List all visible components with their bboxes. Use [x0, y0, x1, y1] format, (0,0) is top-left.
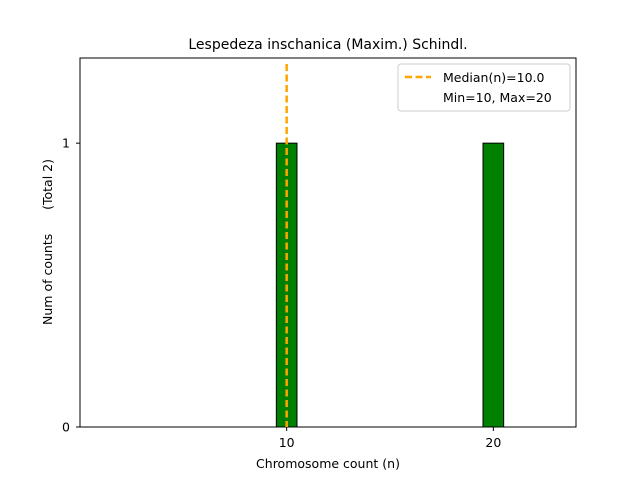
legend-box — [397, 63, 571, 112]
x-axis-ticks: 10 20 — [279, 427, 501, 450]
bar — [482, 142, 505, 428]
y-axis-ticks: 01 — [62, 136, 80, 435]
x-axis-label: Chromosome count (n) — [256, 456, 400, 471]
legend-range-label: Min=10, Max=20 — [443, 90, 552, 105]
chart-title: Lespedeza inschanica (Maxim.) Schindl. — [188, 37, 467, 53]
legend: Median(n)=10.0 Min=10, Max=20 — [397, 63, 571, 112]
y-tick-label: 0 — [62, 420, 70, 435]
legend-median-label: Median(n)=10.0 — [443, 70, 544, 85]
y-axis-label: Num of counts (Total 2) — [40, 159, 55, 325]
x-tick-label: 10 — [279, 435, 295, 450]
x-tick-label: 20 — [485, 435, 501, 450]
y-tick-label: 1 — [62, 136, 70, 151]
